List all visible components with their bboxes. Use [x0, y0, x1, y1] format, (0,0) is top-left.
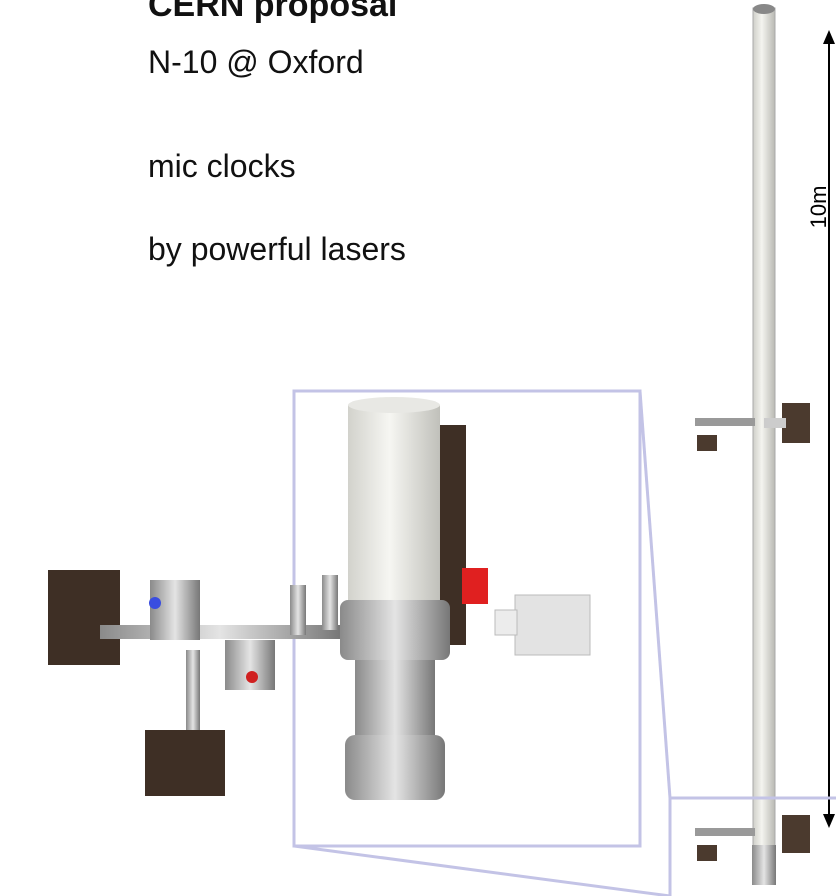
tube-cap — [753, 4, 775, 14]
illustration: 10m — [0, 0, 836, 896]
height-arrow — [823, 30, 835, 828]
apparatus — [48, 397, 590, 800]
page: CERN proposal N-10 @ Oxford mic clocks b… — [0, 0, 836, 896]
height-label: 10m — [806, 186, 831, 229]
tube-base — [752, 845, 776, 885]
